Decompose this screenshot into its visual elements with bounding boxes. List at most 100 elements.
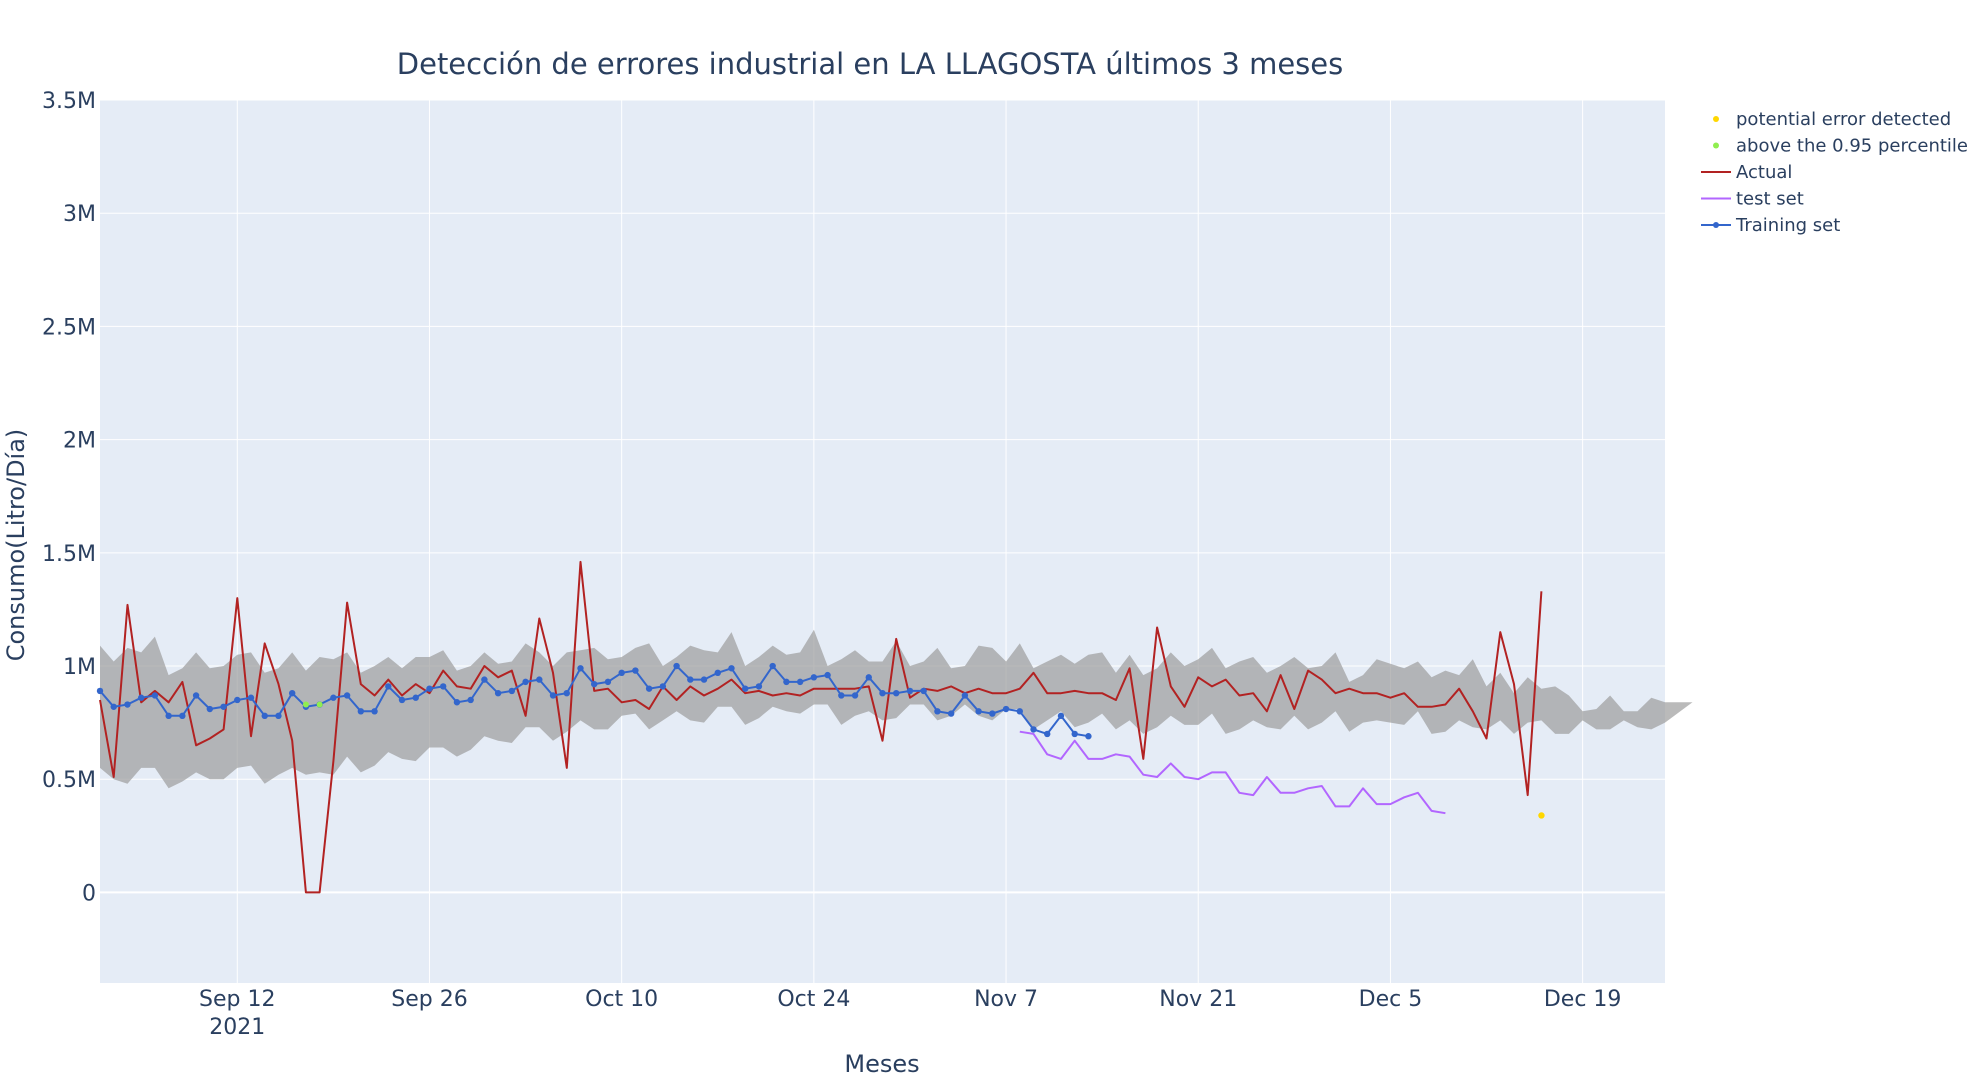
y-tick-label: 0.5M	[42, 768, 96, 793]
training-set-point	[110, 703, 117, 710]
chart-title: Detección de errores industrial en LA LL…	[397, 47, 1343, 81]
training-set-point	[838, 692, 845, 699]
x-tick-sublabel: 2021	[209, 1015, 265, 1040]
training-set-point	[137, 694, 145, 701]
training-set-point	[398, 696, 406, 704]
y-tick-label: 2.5M	[42, 315, 96, 340]
training-set-point	[1071, 730, 1078, 738]
training-set-point	[673, 662, 680, 670]
training-set-point	[632, 667, 639, 674]
training-set-point	[1016, 708, 1023, 715]
confidence-band	[100, 629, 1693, 789]
series-test-set-line	[1019, 730, 1446, 815]
training-set-point	[659, 683, 667, 690]
training-set-point	[618, 669, 625, 677]
x-tick-label: Oct 24	[777, 987, 850, 1012]
training-set-point	[467, 696, 474, 704]
training-set-point	[851, 692, 859, 699]
training-set-point	[591, 680, 598, 688]
legend-label: above the 0.95 percentile	[1736, 136, 1968, 157]
legend-item: above the 0.95 percentile	[1713, 136, 1968, 157]
training-set-point	[1057, 712, 1065, 720]
training-set-point	[261, 712, 268, 720]
x-tick-label: Nov 21	[1159, 987, 1237, 1012]
y-tick-label: 3M	[63, 202, 96, 227]
x-axis-title: Meses	[844, 1050, 919, 1078]
training-set-point	[426, 685, 433, 692]
series-actual-line	[99, 560, 1543, 894]
legend-marker	[1713, 142, 1719, 149]
x-tick-label: Sep 12	[199, 987, 275, 1012]
training-set-point	[343, 692, 351, 699]
training-set-point	[755, 683, 763, 690]
legend-label: potential error detected	[1736, 109, 1951, 130]
training-set-point	[1030, 726, 1037, 733]
legend-label: Training set	[1735, 215, 1840, 236]
training-set-point	[783, 678, 790, 686]
training-set-point	[220, 703, 227, 710]
training-set-point	[796, 678, 804, 686]
training-set-point	[494, 689, 502, 697]
training-set-point	[536, 676, 543, 683]
training-set-point	[687, 676, 694, 683]
training-set-point	[563, 689, 570, 697]
training-set-point	[742, 685, 749, 692]
training-set-point	[824, 671, 831, 679]
x-tick-label: Dec 19	[1544, 987, 1622, 1012]
training-set-point	[549, 692, 557, 699]
training-set-point	[124, 701, 131, 708]
training-set-point	[728, 665, 735, 672]
percentile-point	[316, 701, 323, 708]
x-tick-label: Dec 5	[1359, 987, 1423, 1012]
training-set-point	[275, 712, 282, 720]
gridlines	[100, 99, 1665, 983]
y-axis-ticks: 0 0.5M 1M 1.5M 2M 2.5M 3M 3.5M	[42, 89, 96, 906]
legend-item: Actual	[1701, 162, 1792, 183]
training-set-point	[879, 689, 886, 697]
plot-background	[100, 100, 1665, 983]
legend-marker	[1713, 222, 1719, 228]
training-set-point	[906, 687, 914, 695]
training-set-point	[1002, 705, 1010, 713]
legend-item: test set	[1701, 189, 1804, 210]
training-set-point	[179, 712, 186, 720]
legend-marker	[1713, 116, 1719, 122]
x-axis-ticks: Sep 12 2021 Sep 26 Oct 10 Oct 24 Nov 7 Nov 21 D…	[199, 987, 1621, 1040]
y-tick-label: 0	[82, 881, 96, 906]
training-set-point	[234, 696, 241, 704]
y-tick-label: 1M	[63, 655, 96, 680]
training-set-point	[247, 694, 255, 701]
training-set-point	[1085, 733, 1092, 740]
training-set-point	[1044, 730, 1051, 738]
legend-item: potential error detected	[1713, 109, 1951, 130]
training-set-point	[481, 676, 488, 683]
y-tick-label: 3.5M	[42, 89, 96, 114]
training-set-point	[577, 665, 584, 672]
y-tick-label: 1.5M	[42, 542, 96, 567]
training-set-point	[522, 678, 529, 686]
x-tick-label: Oct 10	[585, 987, 658, 1012]
training-set-point	[865, 674, 872, 681]
training-set-point	[508, 687, 516, 695]
training-set-point	[769, 662, 776, 670]
training-set-point	[920, 687, 927, 695]
y-axis-title: Consumo(Litro/Día)	[2, 429, 30, 662]
training-set-point	[975, 708, 982, 715]
legend-label: Actual	[1736, 162, 1792, 183]
training-set-point	[810, 674, 818, 681]
series-layer	[96, 560, 1545, 894]
training-set-point	[961, 692, 969, 699]
legend-item: Training set	[1701, 215, 1840, 236]
x-tick-label: Sep 26	[391, 987, 467, 1012]
training-set-point	[412, 694, 419, 701]
training-set-point	[714, 669, 721, 677]
confidence-band-area	[100, 629, 1693, 789]
training-set-point	[989, 710, 996, 717]
training-set-point	[192, 692, 200, 699]
legend-label: test set	[1736, 189, 1804, 210]
training-set-point	[893, 689, 900, 697]
training-set-point	[206, 705, 214, 713]
training-set-point	[700, 676, 708, 683]
x-tick-label: Nov 7	[974, 987, 1038, 1012]
training-set-point	[330, 694, 337, 701]
